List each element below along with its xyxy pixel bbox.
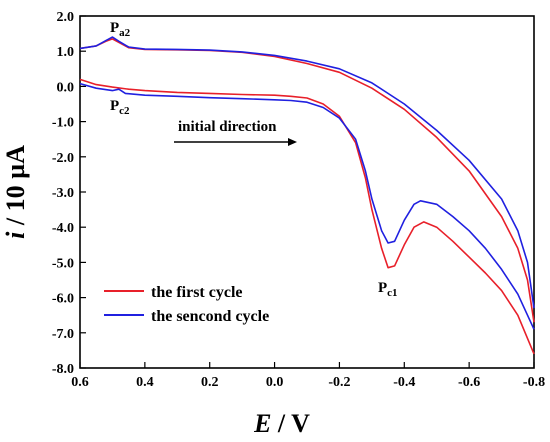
data-curves bbox=[79, 36, 535, 355]
legend: the first cycle the sencond cycle bbox=[104, 284, 269, 325]
x-tick-label: 0.4 bbox=[136, 375, 154, 390]
y-tick-label: -7.0 bbox=[52, 327, 74, 342]
y-tick-label: -2.0 bbox=[52, 151, 74, 166]
x-tick-label: 0.0 bbox=[266, 375, 284, 390]
y-tick-label: -3.0 bbox=[52, 186, 74, 201]
x-tick-label: -0.4 bbox=[393, 375, 415, 390]
y-tick-label: -5.0 bbox=[52, 256, 74, 271]
x-tick-label: -0.8 bbox=[523, 375, 545, 390]
axis-ticks bbox=[79, 15, 535, 369]
legend-label-first-cycle: the first cycle bbox=[151, 284, 243, 301]
direction-arrow-head bbox=[288, 138, 297, 146]
plot-frame bbox=[79, 15, 535, 369]
y-tick-label: 1.0 bbox=[57, 45, 75, 60]
series-first-cycle-reverse-line bbox=[79, 38, 535, 323]
x-tick-label: -0.2 bbox=[328, 375, 350, 390]
y-tick-label: -1.0 bbox=[52, 116, 74, 131]
y-tick-label: 2.0 bbox=[57, 10, 75, 25]
y-tick-label: 0.0 bbox=[57, 80, 75, 95]
tick-labels: 0.6 0.4 0.2 0.0 -0.2 -0.4 -0.6 -0.8 2.0 1.0 0.0 -1.… bbox=[52, 10, 545, 390]
y-tick-label: -4.0 bbox=[52, 221, 74, 236]
series-second-cycle-reverse-line bbox=[79, 36, 535, 309]
x-tick-label: 0.2 bbox=[201, 375, 219, 390]
annotation-initial-direction: initial direction bbox=[178, 119, 277, 135]
annotation-pc1: Pc1 bbox=[378, 280, 398, 299]
annotation-pc2: Pc2 bbox=[110, 98, 130, 117]
y-axis-title: i / 10 µA bbox=[1, 145, 30, 239]
x-tick-label: 0.6 bbox=[71, 375, 89, 390]
x-tick-label: -0.6 bbox=[458, 375, 480, 390]
series-second-cycle-forward-line bbox=[79, 82, 535, 330]
annotation-pa2: Pa2 bbox=[110, 20, 131, 39]
y-tick-label: -6.0 bbox=[52, 292, 74, 307]
y-tick-label: -8.0 bbox=[52, 362, 74, 377]
x-axis-title: E / V bbox=[253, 409, 310, 438]
legend-label-second-cycle: the sencond cycle bbox=[151, 308, 269, 325]
series-first-cycle-forward-line bbox=[79, 78, 535, 355]
